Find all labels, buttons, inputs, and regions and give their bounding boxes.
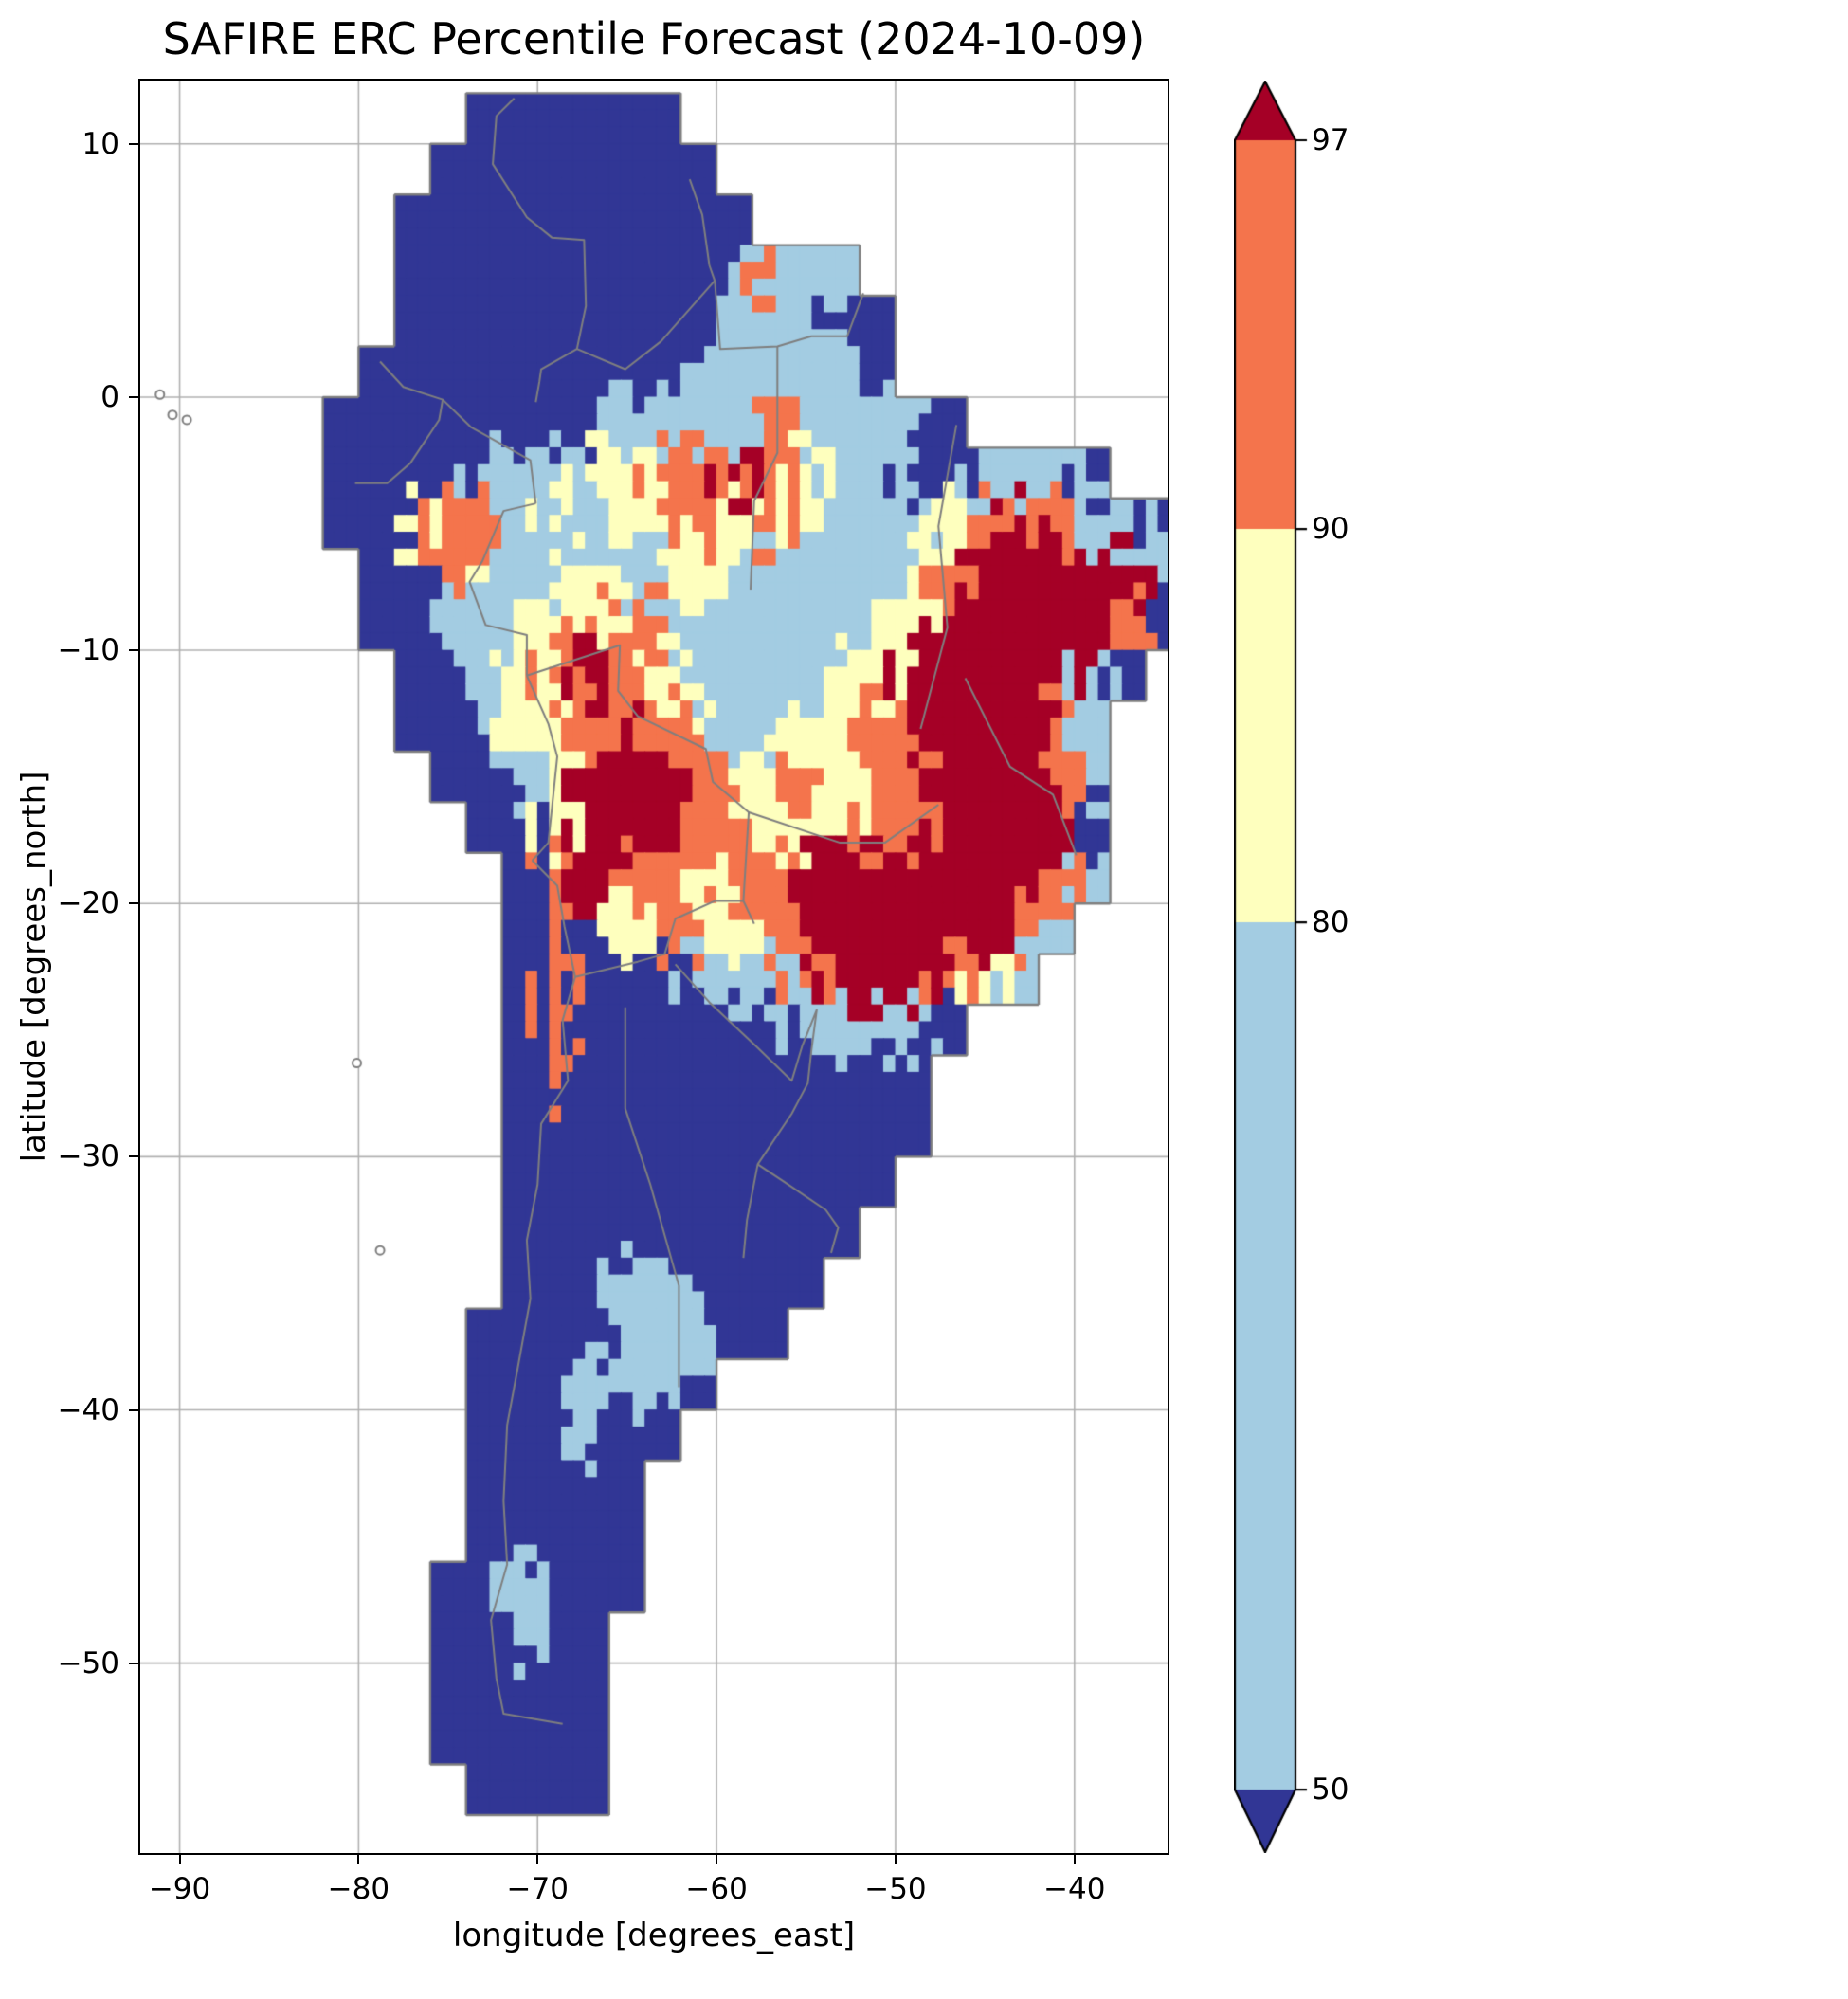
colorbar-tick-label: 97 <box>1312 123 1350 158</box>
x-axis-label: longitude [degrees_east] <box>452 1917 856 1954</box>
chart-title: SAFIRE ERC Percentile Forecast (2024-10-… <box>162 13 1146 64</box>
y-tick-label: −30 <box>57 1139 119 1174</box>
colorbar-tick-label: 50 <box>1312 1772 1350 1808</box>
x-tick-label: −60 <box>685 1872 748 1906</box>
y-tick-label: 10 <box>82 126 119 161</box>
x-tick-mark <box>1073 1853 1076 1864</box>
x-tick-mark <box>178 1853 181 1864</box>
x-tick-mark <box>536 1853 539 1864</box>
x-tick-mark <box>716 1853 718 1864</box>
x-tick-mark <box>894 1853 897 1864</box>
x-tick-label: −80 <box>327 1872 390 1906</box>
y-tick-label: −20 <box>57 886 119 921</box>
map-canvas <box>140 81 1168 1853</box>
x-tick-label: −50 <box>864 1872 927 1906</box>
y-tick-mark <box>129 902 140 905</box>
colorbar-tick-label: 90 <box>1312 512 1350 547</box>
x-tick-label: −90 <box>148 1872 211 1906</box>
y-tick-mark <box>129 395 140 398</box>
y-tick-mark <box>129 649 140 652</box>
y-tick-mark <box>129 142 140 145</box>
x-tick-label: −40 <box>1043 1872 1106 1906</box>
y-tick-label: −40 <box>57 1392 119 1427</box>
y-tick-mark <box>129 1408 140 1411</box>
x-tick-label: −70 <box>506 1872 569 1906</box>
colorbar-canvas <box>1234 81 1310 1853</box>
y-tick-label: −10 <box>57 633 119 668</box>
y-tick-label: 0 <box>100 379 119 414</box>
y-axis-label: latitude [degrees_north] <box>15 771 53 1163</box>
colorbar-tick-label: 80 <box>1312 905 1350 940</box>
y-tick-mark <box>129 1155 140 1158</box>
colorbar <box>1234 81 1310 1853</box>
y-tick-label: −50 <box>57 1645 119 1681</box>
map-plot-area <box>138 79 1169 1855</box>
y-tick-mark <box>129 1662 140 1664</box>
x-tick-mark <box>357 1853 360 1864</box>
